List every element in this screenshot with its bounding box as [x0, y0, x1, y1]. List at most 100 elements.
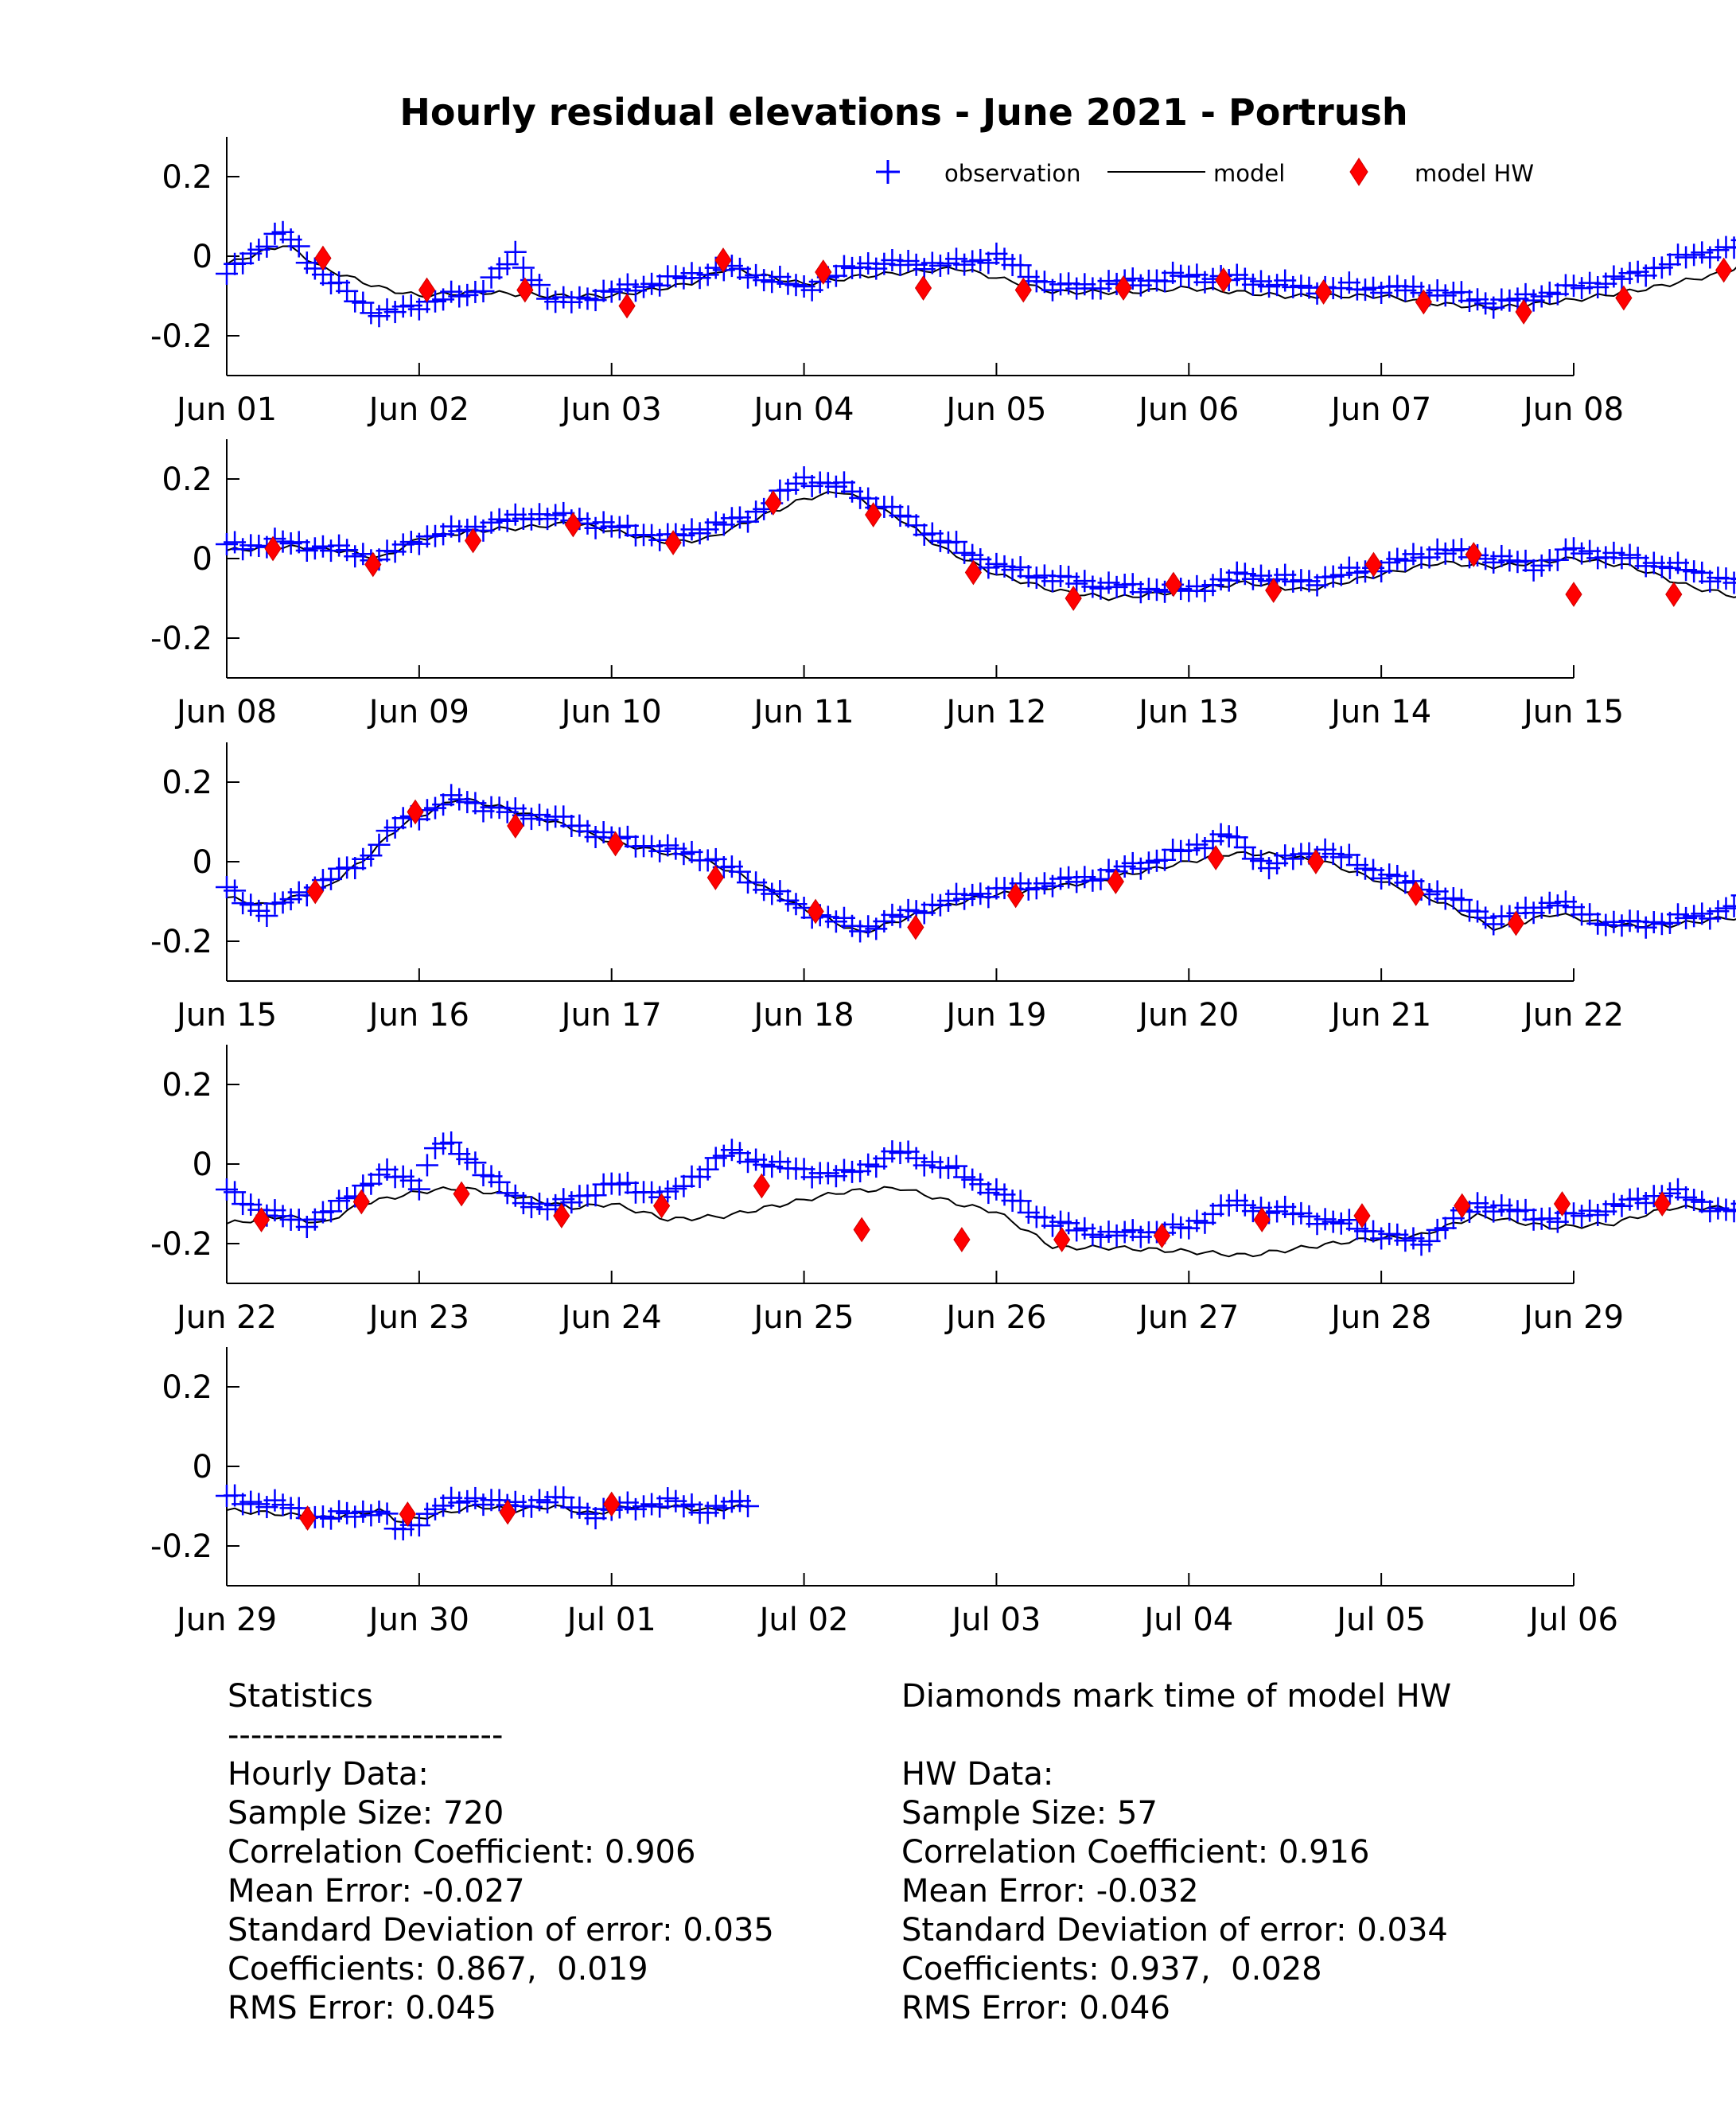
- model-hw-point: [714, 247, 732, 273]
- model-hw-point: [364, 551, 382, 578]
- legend-model-hw-label: model HW: [1415, 160, 1534, 187]
- model-hw-point: [1653, 1191, 1671, 1217]
- model-hw-point: [399, 1501, 416, 1527]
- y-tick-label: 0.2: [162, 461, 212, 498]
- x-tick-label: Jun 07: [1329, 391, 1431, 428]
- model-hw-point: [1615, 285, 1633, 311]
- model-hw-point: [953, 1227, 971, 1252]
- observation-point: [1009, 1189, 1032, 1213]
- model-hw-point: [1065, 586, 1082, 611]
- model-hw-point: [314, 245, 332, 271]
- observation-point: [224, 1181, 247, 1204]
- stats-hourly-correlation: Correlation Coefficient: 0.906: [228, 1834, 696, 1871]
- model-hw-point: [706, 865, 724, 890]
- model-hw-point: [1314, 279, 1333, 305]
- observation-point: [1730, 578, 1736, 581]
- model-hw-point: [652, 1193, 671, 1219]
- model-hw-point: [1107, 869, 1124, 894]
- x-tick-label: Jun 19: [944, 997, 1046, 1034]
- model-hw-point: [1364, 551, 1383, 578]
- model-hw-point: [914, 275, 932, 301]
- x-tick-label: Jun 05: [944, 391, 1046, 428]
- y-tick-label: 0: [193, 239, 212, 275]
- observation-point: [368, 833, 391, 856]
- x-tick-label: Jul 02: [757, 1602, 849, 1638]
- x-tick-label: Jun 08: [174, 694, 277, 730]
- x-tick-label: Jun 16: [367, 997, 469, 1034]
- x-tick-label: Jun 20: [1136, 997, 1239, 1034]
- stats-hw-mean-error: Mean Error: -0.032: [901, 1873, 1199, 1910]
- chart-title: Hourly residual elevations - June 2021 -…: [399, 91, 1407, 134]
- x-tick-label: Jun 30: [367, 1602, 469, 1638]
- observation-point: [440, 1131, 463, 1154]
- stats-hw-heading: Diamonds mark time of model HW: [901, 1678, 1452, 1715]
- x-tick-label: Jun 04: [752, 391, 854, 428]
- x-tick-label: Jul 03: [949, 1602, 1041, 1638]
- model-hw-point: [1715, 257, 1733, 283]
- model-hw-point: [1215, 267, 1232, 293]
- stats-hourly-coefficients: Coefficients: 0.867, 0.019: [228, 1951, 648, 1988]
- observation-point: [1722, 571, 1736, 594]
- y-tick-label: 0.2: [162, 1067, 212, 1104]
- model-hw-point: [264, 535, 282, 562]
- x-tick-label: Jul 04: [1142, 1602, 1233, 1638]
- panel-2: 0.2 0 -0.2 Jun 08 Jun 09 Jun 10 Jun 11 Jun 12 Ju…: [150, 439, 1736, 730]
- model-hw-point: [907, 914, 924, 940]
- model-hw-point: [765, 490, 782, 516]
- model-hw-point: [1115, 275, 1132, 301]
- legend-observation-marker: [876, 160, 900, 184]
- model-hw-point: [664, 530, 682, 555]
- y-tick-label: 0: [193, 541, 212, 578]
- legend-model-label: model: [1213, 160, 1285, 187]
- observation-point: [224, 879, 247, 902]
- stats-hourly-mean-error: Mean Error: -0.027: [228, 1873, 525, 1910]
- observation-point: [1722, 894, 1736, 917]
- x-tick-label: Jun 01: [174, 391, 277, 428]
- y-tick-label: -0.2: [150, 621, 212, 657]
- x-tick-label: Jun 02: [367, 391, 469, 428]
- model-hw-point: [964, 559, 983, 586]
- panel-1: 0.2 0 -0.2 Jun 01 Jun 02 Jun 03 Jun 04 Jun 05 Ju…: [150, 137, 1736, 428]
- observation-point: [464, 1151, 487, 1174]
- model-hw-point: [298, 1505, 317, 1531]
- model-hw-point: [306, 878, 324, 905]
- model-hw-point: [753, 1173, 770, 1199]
- stats-hourly-divider: ------------------------: [228, 1717, 504, 1754]
- observation-point: [696, 1158, 719, 1181]
- stats-hourly-heading: Statistics: [228, 1678, 373, 1715]
- observation-point: [415, 1154, 438, 1177]
- model-hw-point: [1014, 277, 1032, 303]
- model-hw-point: [1515, 299, 1532, 325]
- stats-hw-spacer: [901, 1716, 1451, 1755]
- model-hw-point: [1665, 582, 1683, 607]
- legend-model-hw-marker: [1349, 158, 1368, 186]
- x-tick-label: Jun 22: [1521, 997, 1624, 1034]
- observation-point: [407, 1178, 430, 1201]
- stats-hourly: Statistics ------------------------ Hour…: [228, 1677, 774, 2028]
- observation-point: [1730, 239, 1736, 242]
- model-hw-point: [252, 1207, 271, 1232]
- model-hw-point: [407, 799, 424, 825]
- model-hw-point: [1007, 882, 1025, 909]
- observation-point: [376, 1502, 399, 1525]
- model-hw-point: [815, 259, 832, 285]
- model-hw-point: [564, 512, 582, 538]
- model-hw-point: [1053, 1227, 1071, 1252]
- observation-point: [504, 240, 527, 263]
- y-tick-label: 0: [193, 1449, 212, 1485]
- model-hw-point: [1307, 849, 1325, 874]
- stats-hourly-data-label: Hourly Data:: [228, 1756, 429, 1793]
- x-tick-label: Jun 11: [752, 694, 854, 730]
- stats-hourly-rms: RMS Error: 0.045: [228, 1990, 496, 2027]
- y-tick-label: 0: [193, 1147, 212, 1183]
- model-line: [226, 490, 1736, 602]
- x-tick-label: Jun 27: [1136, 1299, 1239, 1336]
- stats-hw: Diamonds mark time of model HW HW Data: …: [901, 1677, 1451, 2028]
- model-hw-point: [507, 813, 524, 839]
- model-hw-point: [464, 528, 482, 554]
- y-tick-label: -0.2: [150, 318, 212, 355]
- observation-point: [737, 1494, 760, 1517]
- y-tick-label: -0.2: [150, 1226, 212, 1263]
- x-tick-label: Jun 23: [367, 1299, 469, 1336]
